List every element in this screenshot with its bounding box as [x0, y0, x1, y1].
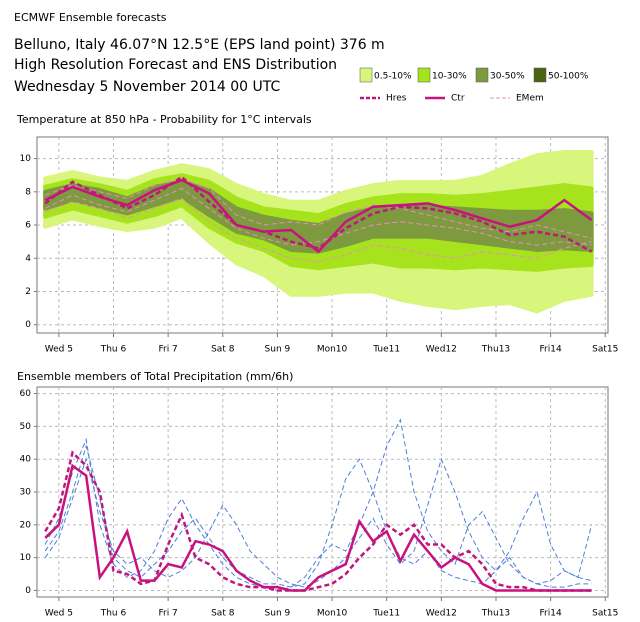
- y-tick-label: 0: [25, 586, 31, 596]
- legend-swatch: [359, 67, 373, 83]
- y-tick-label: 60: [20, 389, 32, 399]
- chart-title: Temperature at 850 hPa - Probability for…: [16, 113, 312, 126]
- member-line: [44, 444, 592, 588]
- x-tick-label: Sun 9: [265, 345, 291, 355]
- y-tick-label: 20: [20, 520, 32, 530]
- chart-title: Ensemble members of Total Precipitation …: [17, 370, 293, 383]
- y-tick-label: 8: [25, 187, 31, 197]
- y-tick-label: 10: [20, 553, 32, 563]
- x-tick-label: Wed 5: [45, 345, 73, 355]
- x-tick-label: Fri14: [540, 609, 562, 619]
- member-line: [44, 187, 592, 246]
- legend-swatch: [417, 67, 431, 83]
- legend-label: Ctr: [451, 94, 465, 104]
- x-tick-label: Wed 5: [45, 609, 73, 619]
- series-line: [44, 178, 593, 254]
- legend-label: EMem: [516, 94, 544, 104]
- x-tick-label: Fri 7: [158, 345, 177, 355]
- legend-label: Hres: [386, 94, 407, 104]
- x-tick-label: Thu13: [481, 345, 510, 355]
- legend-label: 0.5-10%: [374, 72, 412, 82]
- series-line: [44, 175, 593, 253]
- x-tick-label: Fri14: [540, 345, 562, 355]
- product: High Resolution Forecast and ENS Distrib…: [14, 57, 337, 73]
- x-tick-label: Sun 9: [265, 609, 291, 619]
- location: Belluno, Italy 46.07°N 12.5°E (EPS land …: [14, 37, 385, 53]
- probability-band: [43, 179, 594, 254]
- legend-label: 50-100%: [548, 72, 589, 82]
- x-tick-label: Tue11: [372, 345, 400, 355]
- member-line: [44, 418, 592, 591]
- y-tick-label: 6: [25, 221, 31, 231]
- x-tick-label: Tue11: [372, 609, 400, 619]
- source: ECMWF Ensemble forecasts: [14, 11, 167, 24]
- x-tick-label: Mon10: [317, 609, 348, 619]
- x-tick-label: Thu 6: [100, 345, 127, 355]
- series-line: [44, 450, 592, 592]
- x-tick-label: Sat15: [592, 345, 618, 355]
- y-tick-label: 10: [20, 154, 32, 164]
- member-line: [45, 197, 592, 263]
- y-tick-label: 40: [20, 455, 32, 465]
- legend-swatch: [533, 67, 547, 83]
- x-tick-label: Thu13: [481, 609, 510, 619]
- y-tick-label: 30: [20, 488, 32, 498]
- y-tick-label: 50: [20, 422, 32, 432]
- series-line: [44, 463, 592, 592]
- x-tick-label: Thu 6: [100, 609, 127, 619]
- y-tick-label: 4: [25, 254, 31, 264]
- x-tick-label: Wed12: [426, 345, 457, 355]
- y-tick-label: 2: [25, 287, 31, 297]
- x-tick-label: Fri 7: [158, 609, 177, 619]
- y-tick-label: 0: [25, 320, 31, 330]
- legend-label: 30-50%: [490, 72, 525, 82]
- legend-swatch: [475, 67, 489, 83]
- date: Wednesday 5 November 2014 00 UTC: [14, 79, 280, 95]
- x-tick-label: Sat 8: [211, 345, 235, 355]
- x-tick-label: Wed12: [426, 609, 457, 619]
- legend-label: 10-30%: [432, 72, 467, 82]
- x-tick-label: Mon10: [317, 345, 348, 355]
- x-tick-label: Sat 8: [211, 609, 235, 619]
- x-tick-label: Sat15: [592, 609, 618, 619]
